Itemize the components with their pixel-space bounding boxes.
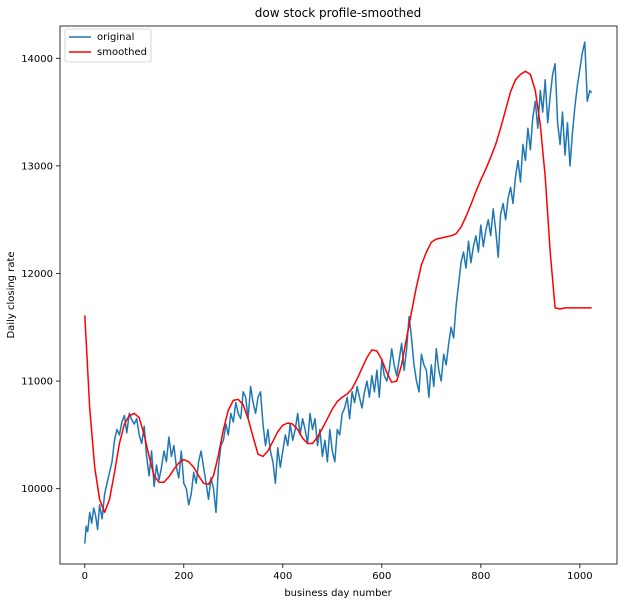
y-axis-label: Daily closing rate — [6, 251, 17, 338]
chart-title: dow stock profile-smoothed — [255, 6, 421, 20]
x-axis: 0 200 400 600 800 1000 — [82, 564, 593, 582]
y-tick-label: 13000 — [21, 161, 53, 172]
y-tick-label: 14000 — [21, 54, 53, 65]
series-line-smoothed — [84, 70, 592, 514]
x-tick-label: 1000 — [567, 571, 592, 582]
y-axis: 10000 11000 12000 13000 14000 — [21, 54, 60, 495]
x-tick-label: 200 — [174, 571, 193, 582]
legend-label-smoothed: smoothed — [97, 47, 147, 58]
plot-area — [59, 25, 618, 565]
series-line-original — [84, 41, 593, 544]
x-axis-label: business day number — [284, 588, 392, 599]
y-tick-label: 11000 — [21, 377, 53, 388]
x-tick-label: 800 — [471, 571, 490, 582]
x-tick-label: 0 — [82, 571, 88, 582]
legend: original smoothed — [64, 28, 152, 63]
x-tick-label: 400 — [273, 571, 292, 582]
legend-label-original: original — [97, 32, 134, 43]
series-layer — [84, 41, 593, 544]
plot-frame — [59, 25, 618, 565]
x-tick-label: 600 — [372, 571, 391, 582]
y-tick-label: 12000 — [21, 269, 53, 280]
y-tick-label: 10000 — [21, 484, 53, 495]
